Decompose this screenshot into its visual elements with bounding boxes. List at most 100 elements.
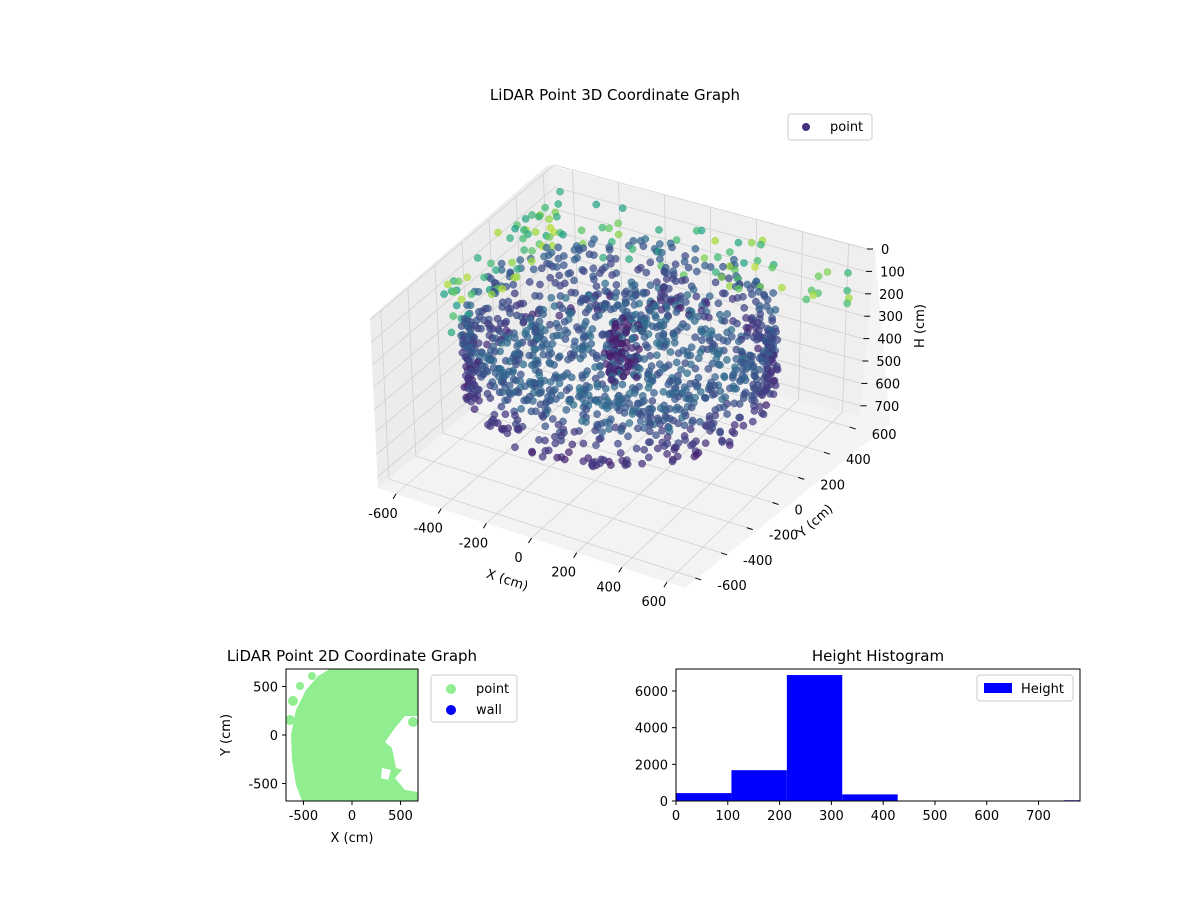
- point-3d: [663, 433, 672, 441]
- point-3d: [634, 399, 643, 408]
- point-3d: [493, 419, 502, 427]
- point-3d: [650, 389, 658, 397]
- point-3d: [590, 251, 598, 259]
- point-3d: [599, 353, 608, 362]
- point-3d: [843, 299, 852, 308]
- x-tick-label-2d: -500: [289, 809, 319, 824]
- legend-marker-point-2d: [446, 684, 456, 694]
- point-3d: [678, 413, 686, 422]
- point-cloud-gap-2d: [381, 768, 391, 780]
- point-3d: [739, 421, 748, 430]
- point-3d: [657, 296, 665, 305]
- point-3d: [646, 351, 654, 360]
- point-3d: [490, 382, 499, 391]
- point-3d: [525, 351, 534, 360]
- point-3d: [701, 394, 710, 402]
- point-3d: [607, 461, 615, 469]
- point-3d: [705, 292, 714, 301]
- point-3d: [645, 438, 653, 447]
- y-tick-label-3d: 400: [846, 453, 871, 468]
- point-3d: [739, 394, 748, 403]
- point-3d: [551, 439, 560, 448]
- point-3d: [467, 397, 476, 406]
- point-3d: [555, 379, 564, 388]
- point-3d: [538, 343, 546, 352]
- point-3d: [636, 365, 644, 373]
- scatter-point-2d: [288, 696, 298, 706]
- point-3d: [768, 263, 777, 272]
- y-tick-3d: [772, 502, 779, 505]
- x-tick-3d: [618, 567, 623, 573]
- point-3d: [660, 442, 669, 450]
- point-3d: [576, 354, 585, 363]
- x-tick-label-3d: 600: [642, 595, 667, 610]
- axes-3d: -600-400-2000200400600-600-400-200020040…: [368, 243, 905, 610]
- point-3d: [510, 289, 519, 298]
- x-tick-label-3d: 0: [514, 551, 522, 566]
- point-3d: [517, 405, 525, 413]
- point-3d: [580, 267, 588, 276]
- point-3d: [639, 289, 648, 298]
- y-tick-label-histogram: 4000: [635, 722, 668, 737]
- point-3d: [605, 245, 614, 254]
- point-3d: [614, 219, 623, 228]
- point-3d: [802, 295, 811, 304]
- point-3d: [592, 200, 601, 209]
- point-3d: [705, 313, 713, 322]
- point-3d: [549, 415, 557, 423]
- point-3d: [495, 327, 504, 336]
- point-3d: [551, 432, 559, 441]
- point-3d: [757, 240, 765, 249]
- gridline-floor-x: [621, 399, 799, 568]
- point-3d: [730, 429, 739, 438]
- point-3d: [519, 234, 527, 243]
- point-3d: [672, 277, 680, 286]
- point-3d: [589, 462, 597, 471]
- point-3d: [447, 328, 456, 337]
- point-3d: [553, 263, 561, 271]
- point-3d: [508, 368, 517, 377]
- legend-3d: point: [787, 113, 873, 141]
- point-3d: [486, 394, 495, 402]
- point-3d: [645, 453, 653, 462]
- point-3d: [654, 444, 662, 453]
- x-tick-label-histogram: 400: [871, 809, 896, 824]
- point-cloud-gap-2d: [400, 729, 418, 768]
- x-tick-label-2d: 0: [348, 809, 356, 824]
- point-3d: [564, 355, 572, 364]
- point-3d: [660, 342, 668, 351]
- point-3d: [516, 256, 525, 264]
- point-3d: [693, 226, 701, 235]
- x-tick-label-3d: -400: [413, 522, 443, 537]
- point-3d: [645, 427, 654, 436]
- point-3d: [550, 302, 559, 310]
- point-3d: [470, 405, 479, 413]
- point-3d: [519, 360, 528, 369]
- point-3d: [519, 318, 528, 327]
- point-3d: [611, 293, 619, 302]
- point-3d: [691, 256, 699, 264]
- point-3d: [454, 277, 463, 286]
- point-3d: [591, 426, 600, 435]
- point-3d: [723, 356, 731, 364]
- point-3d: [561, 455, 569, 464]
- point-3d: [646, 258, 655, 267]
- x-axis-label-2d: X (cm): [331, 831, 374, 846]
- point-3d: [457, 322, 466, 330]
- point-3d: [605, 224, 613, 233]
- point-3d: [734, 284, 743, 293]
- point-cloud-2d: [291, 669, 418, 801]
- y-tick-label-3d: -200: [769, 529, 799, 544]
- point-3d: [593, 398, 602, 406]
- point-3d: [569, 401, 578, 409]
- point-3d: [541, 436, 549, 445]
- point-3d: [605, 425, 613, 433]
- point-3d: [717, 273, 726, 282]
- point-3d: [526, 315, 535, 324]
- point-3d: [528, 247, 536, 255]
- point-3d: [642, 268, 651, 277]
- point-3d: [527, 407, 536, 416]
- point-3d: [701, 439, 710, 448]
- point-3d: [763, 295, 772, 304]
- point-3d: [723, 337, 732, 346]
